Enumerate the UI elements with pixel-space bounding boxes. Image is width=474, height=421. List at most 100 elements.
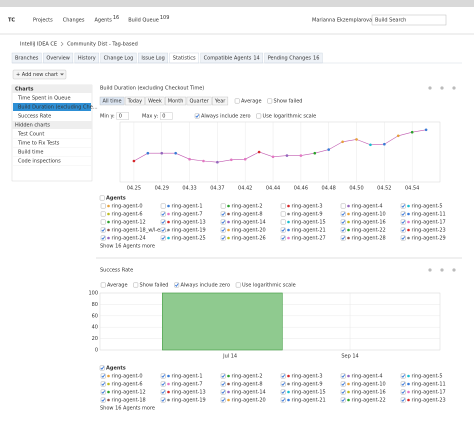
data-point[interactable] — [174, 151, 177, 155]
agent-name[interactable]: ring-agent-19 — [172, 398, 206, 404]
agent-name[interactable]: ring-agent-18_w/l-ex... — [112, 228, 169, 234]
checkbox[interactable] — [100, 203, 106, 209]
checkbox[interactable] — [280, 203, 286, 209]
data-point[interactable] — [299, 154, 303, 157]
show-more-link[interactable]: Show 16 Agents more — [100, 406, 155, 412]
agent-name[interactable]: ring-agent-18 — [112, 398, 146, 404]
agent-name[interactable]: ring-agent-8 — [232, 212, 263, 218]
show-more-link[interactable]: Show 16 Agents more — [100, 244, 155, 250]
user-name[interactable]: Marianna Ekzemplarova — [312, 18, 372, 24]
agent-name[interactable]: ring-agent-10 — [352, 382, 386, 388]
nav-link[interactable]: Build Queue — [128, 18, 159, 24]
checkbox[interactable] — [234, 98, 240, 104]
checkbox[interactable] — [100, 211, 106, 217]
chart-action-icon[interactable] — [428, 86, 432, 90]
sidebar-item[interactable]: Build Duration (excluding Che... — [18, 105, 98, 111]
agent-name[interactable]: ring-agent-9 — [292, 212, 323, 218]
agent-name[interactable]: ring-agent-23 — [412, 228, 446, 234]
checkbox[interactable] — [100, 282, 106, 288]
agent-name[interactable]: ring-agent-11 — [412, 382, 446, 388]
checkbox[interactable] — [100, 219, 106, 225]
chart-action-icon[interactable] — [452, 86, 456, 90]
data-point[interactable] — [230, 158, 233, 162]
agent-name[interactable]: ring-agent-6 — [112, 382, 143, 388]
agent-name[interactable]: ring-agent-12 — [112, 390, 146, 396]
agent-name[interactable]: ring-agent-21 — [292, 228, 326, 234]
period-button[interactable] — [99, 96, 125, 106]
data-point[interactable] — [202, 159, 205, 163]
sidebar-item[interactable]: Test Count — [17, 132, 44, 138]
checkbox[interactable] — [235, 282, 241, 288]
agent-name[interactable]: ring-agent-7 — [172, 382, 203, 388]
agent-name[interactable]: ring-agent-10 — [352, 212, 386, 218]
agent-name[interactable]: ring-agent-2 — [232, 204, 263, 210]
bar[interactable] — [162, 292, 283, 351]
agent-name[interactable]: ring-agent-3 — [292, 204, 323, 210]
agent-name[interactable]: ring-agent-17 — [412, 390, 446, 396]
agent-name[interactable]: ring-agent-26 — [232, 236, 266, 242]
agent-name[interactable]: ring-agent-23 — [412, 398, 446, 404]
agent-name[interactable]: ring-agent-22 — [352, 398, 386, 404]
agent-name[interactable]: ring-agent-15 — [292, 220, 326, 226]
sidebar-item[interactable]: Time Spent in Queue — [17, 96, 71, 102]
period-button[interactable] — [124, 96, 145, 106]
agent-name[interactable]: ring-agent-22 — [352, 228, 386, 234]
checkbox[interactable] — [220, 203, 226, 209]
agent-name[interactable]: ring-agent-24 — [112, 236, 146, 242]
agent-name[interactable]: ring-agent-9 — [292, 382, 323, 388]
agent-name[interactable]: ring-agent-0 — [112, 204, 143, 210]
add-chart-button[interactable] — [12, 69, 67, 80]
agent-name[interactable]: ring-agent-20 — [232, 398, 266, 404]
tab[interactable]: Change Log — [104, 56, 134, 62]
agent-name[interactable]: ring-agent-1 — [172, 204, 203, 210]
agent-name[interactable]: ring-agent-12 — [112, 220, 146, 226]
checkbox[interactable] — [256, 113, 262, 119]
data-point[interactable] — [313, 151, 317, 155]
data-point[interactable] — [243, 157, 247, 161]
period-button[interactable] — [212, 96, 229, 106]
tab[interactable]: Statistics — [173, 56, 196, 62]
agent-name[interactable]: ring-agent-16 — [352, 220, 386, 226]
agent-name[interactable]: ring-agent-28 — [352, 236, 386, 242]
chart-action-icon[interactable] — [452, 268, 456, 272]
agent-name[interactable]: ring-agent-14 — [232, 220, 266, 226]
checkbox[interactable] — [280, 211, 286, 217]
agent-name[interactable]: ring-agent-11 — [412, 212, 446, 218]
agent-name[interactable]: ring-agent-21 — [292, 398, 326, 404]
agent-name[interactable]: ring-agent-29 — [412, 236, 446, 242]
data-point[interactable] — [341, 140, 344, 144]
checkbox[interactable] — [267, 98, 273, 104]
agent-name[interactable]: ring-agent-25 — [172, 236, 206, 242]
period-button[interactable] — [145, 96, 165, 106]
agent-name[interactable]: ring-agent-6 — [112, 212, 143, 218]
agent-name[interactable]: ring-agent-8 — [232, 382, 263, 388]
sidebar-item[interactable]: Time to Fix Tests — [17, 141, 60, 147]
checkbox[interactable] — [340, 203, 346, 209]
checkbox[interactable] — [280, 219, 286, 225]
tab[interactable]: Pending Changes — [268, 56, 312, 62]
data-point[interactable] — [160, 151, 164, 155]
agent-name[interactable]: ring-agent-1 — [172, 374, 203, 380]
data-point[interactable] — [146, 151, 150, 155]
checkbox[interactable] — [99, 195, 105, 201]
agent-name[interactable]: ring-agent-5 — [412, 204, 443, 210]
data-point[interactable] — [132, 159, 136, 163]
nav-link[interactable]: Agents — [94, 18, 112, 24]
tab[interactable]: Overview — [46, 56, 70, 62]
data-point[interactable] — [271, 155, 275, 159]
tab[interactable]: History — [78, 56, 96, 62]
agent-name[interactable]: ring-agent-14 — [232, 390, 266, 396]
period-button[interactable] — [186, 96, 212, 106]
data-point[interactable] — [188, 157, 191, 161]
nav-link[interactable]: Projects — [33, 18, 53, 24]
agent-name[interactable]: ring-agent-27 — [292, 236, 326, 242]
agent-name[interactable]: ring-agent-20 — [232, 228, 266, 234]
nav-link[interactable]: Changes — [63, 18, 85, 24]
agent-name[interactable]: ring-agent-13 — [172, 220, 206, 226]
agent-name[interactable]: ring-agent-13 — [172, 390, 206, 396]
data-point[interactable] — [383, 142, 386, 146]
data-point[interactable] — [355, 138, 358, 141]
chart-action-icon[interactable] — [440, 268, 444, 272]
data-point[interactable] — [369, 143, 372, 147]
tab[interactable]: Branches — [15, 56, 39, 62]
